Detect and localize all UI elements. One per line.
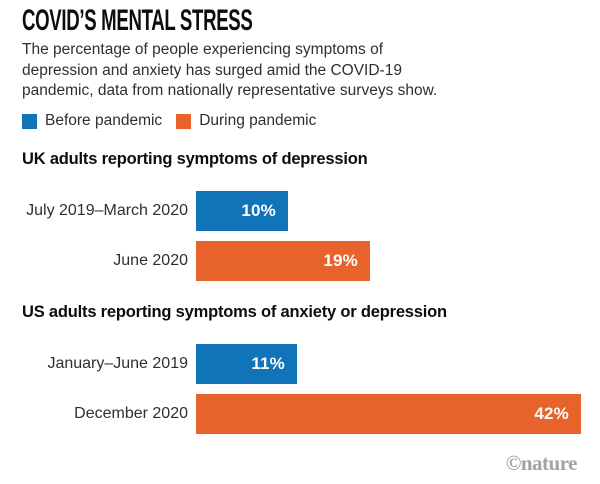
section-heading-uk: UK adults reporting symptoms of depressi… [22, 150, 368, 168]
legend-label: Before pandemic [45, 112, 163, 129]
bar-row-us-during: December 2020 42% [22, 394, 588, 434]
bar-us-before-pandemic: 11% [196, 344, 297, 384]
legend-label: During pandemic [199, 112, 317, 129]
bar-label: January–June 2019 [47, 355, 188, 372]
bar-value-label: 42% [534, 404, 569, 423]
chart-title: COVID’S MENTAL STRESS [22, 4, 253, 37]
bar-track: 10% [196, 191, 288, 231]
legend-swatch-blue [22, 113, 37, 129]
subtitle-line: The percentage of people experiencing sy… [22, 41, 384, 58]
bar-us-during-pandemic: 42% [196, 394, 581, 434]
bar-label: December 2020 [74, 405, 188, 422]
bar-label: June 2020 [113, 252, 188, 269]
bar-uk-during-pandemic: 19% [196, 241, 370, 281]
bar-row-uk-before: July 2019–March 2020 10% [22, 191, 588, 231]
nature-logo: ©nature [505, 451, 578, 475]
bar-track: 19% [196, 241, 370, 281]
bar-track: 42% [196, 394, 581, 434]
subtitle-line: pandemic, data from nationally represent… [22, 82, 438, 99]
bar-label: July 2019–March 2020 [26, 202, 188, 219]
chart-subtitle: The percentage of people experiencing sy… [22, 40, 437, 102]
legend-item-before-pandemic: Before pandemic [22, 112, 162, 130]
bar-value-label: 11% [251, 354, 285, 373]
subtitle-line: depression and anxiety has surged amid t… [22, 61, 402, 79]
bar-uk-before-pandemic: 10% [196, 191, 288, 231]
legend: Before pandemic During pandemic [22, 112, 316, 130]
bar-value-label: 19% [323, 251, 358, 270]
bar-row-uk-during: June 2020 19% [22, 241, 588, 281]
legend-item-during-pandemic: During pandemic [176, 112, 316, 130]
section-heading-us: US adults reporting symptoms of anxiety … [22, 303, 447, 321]
bar-value-label: 10% [241, 201, 276, 220]
legend-swatch-orange [176, 113, 192, 129]
bar-row-us-before: January–June 2019 11% [22, 344, 588, 384]
bar-track: 11% [196, 344, 297, 384]
